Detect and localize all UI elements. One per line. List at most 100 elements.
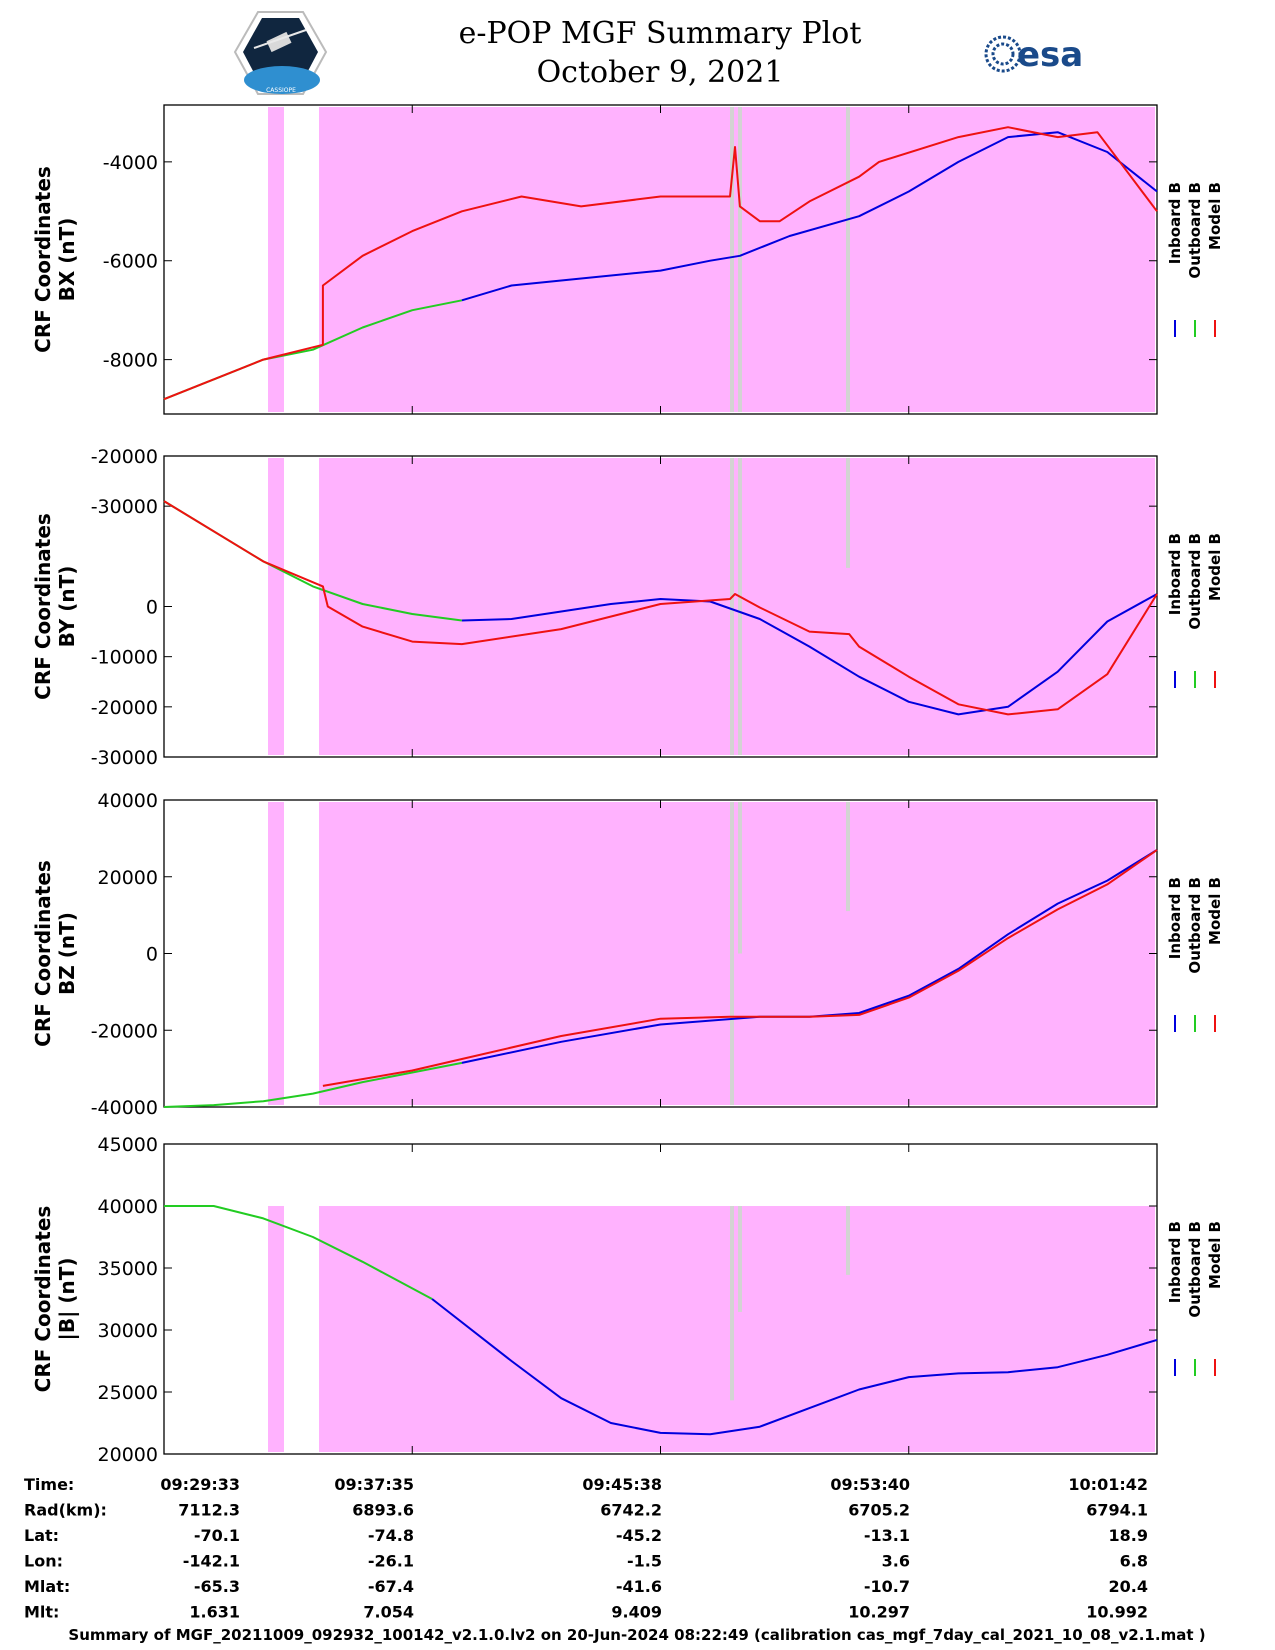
panel-1: -4000 -6000 -8000 CRF Coordinates BX (nT) Inb… — [31, 104, 1224, 415]
series-inboard-b — [461, 593, 1158, 716]
data-gap — [730, 1206, 734, 1401]
y-tick-label: -6000 — [103, 251, 158, 273]
legend-label: Outboard B — [1186, 182, 1204, 279]
data-gap — [738, 458, 742, 755]
table-cell: 7.054 — [363, 1603, 414, 1622]
table-cell: -10.7 — [864, 1577, 910, 1596]
y-axis-label: BZ (nT) — [55, 912, 79, 995]
shade-region — [268, 802, 284, 1105]
y-axis-label: BX (nT) — [55, 218, 79, 302]
data-gap — [846, 802, 850, 912]
panel-2: -20000 -30000 0 -10000 -20000 -30000 CRF Coord… — [31, 446, 1224, 769]
cassiope-logo-text: CASSIOPE — [266, 87, 296, 94]
data-gap — [730, 107, 734, 412]
y-tick-label: 35000 — [98, 1258, 158, 1280]
y-axis-label: |B| (nT) — [55, 1258, 79, 1341]
info-table: Time: 09:29:33 09:37:35 09:45:38 09:53:40 10:… — [24, 1475, 1148, 1622]
series-inboard-b — [461, 131, 1158, 302]
y-tick-label: 40000 — [98, 790, 158, 812]
table-cell: 6705.2 — [848, 1501, 910, 1520]
legend-label: Model B — [1206, 1221, 1224, 1289]
legend-label: Outboard B — [1186, 1221, 1204, 1318]
data-gap — [738, 1206, 742, 1312]
table-cell: 09:53:40 — [830, 1475, 910, 1494]
y-tick-label: -8000 — [103, 350, 158, 372]
y-tick-label: -40000 — [91, 1097, 158, 1119]
table-cell: 10.297 — [848, 1603, 910, 1622]
table-row-label: Rad(km): — [24, 1501, 107, 1520]
table-row-label: Mlt: — [24, 1603, 59, 1622]
table-cell: -41.6 — [616, 1577, 662, 1596]
table-cell: -45.2 — [616, 1526, 662, 1545]
table-cell: -65.3 — [194, 1577, 240, 1596]
table-row-label: Lon: — [24, 1552, 63, 1571]
table-cell: 09:45:38 — [582, 1475, 662, 1494]
legend-label: Model B — [1206, 182, 1224, 250]
table-cell: 6794.1 — [1086, 1501, 1148, 1520]
table-cell: 18.9 — [1109, 1526, 1148, 1545]
data-gap — [730, 458, 734, 755]
table-row-label: Time: — [24, 1475, 74, 1494]
data-gap — [846, 107, 850, 412]
table-cell: -70.1 — [194, 1526, 240, 1545]
table-cell: 09:37:35 — [334, 1475, 414, 1494]
series-outboard-b — [164, 1205, 433, 1300]
series-inboard-b — [461, 849, 1158, 1064]
data-gap — [730, 802, 734, 1105]
legend-label: Model B — [1206, 533, 1224, 601]
shade-region — [319, 458, 1155, 755]
legend-label: Outboard B — [1186, 877, 1204, 974]
table-cell: 9.409 — [611, 1603, 662, 1622]
shade-region — [268, 458, 284, 755]
y-tick-label: 40000 — [98, 1196, 158, 1218]
data-gap — [738, 802, 742, 954]
table-cell: -74.8 — [368, 1526, 414, 1545]
table-cell: 1.631 — [189, 1603, 240, 1622]
table-row-label: Lat: — [24, 1526, 59, 1545]
legend-label: Outboard B — [1186, 533, 1204, 630]
shade-region — [319, 802, 1155, 1105]
data-gap — [846, 1206, 850, 1275]
table-cell: 6.8 — [1120, 1552, 1148, 1571]
table-cell: 6742.2 — [600, 1501, 662, 1520]
y-axis-label: CRF Coordinates — [31, 166, 55, 353]
y-tick-label: 0 — [146, 944, 158, 966]
legend-label: Model B — [1206, 877, 1224, 945]
data-gap — [846, 458, 850, 568]
table-cell: -26.1 — [368, 1552, 414, 1571]
shade-region — [319, 107, 1155, 412]
table-cell: 10.992 — [1086, 1603, 1148, 1622]
y-tick-label: 20000 — [98, 867, 158, 889]
y-tick-label: 20000 — [98, 1444, 158, 1466]
panel-4: 45000 40000 35000 30000 25000 20000 CRF Coordi… — [31, 1134, 1224, 1466]
y-tick-label: -4000 — [103, 152, 158, 174]
y-tick-label: -30000 — [91, 747, 158, 769]
shade-region — [268, 1206, 284, 1452]
table-cell: 09:29:33 — [160, 1475, 240, 1494]
cassiope-logo: CASSIOPE — [233, 11, 328, 95]
esa-logo-text: esa — [1017, 35, 1083, 75]
series-model-b — [163, 126, 1158, 401]
y-tick-label: 30000 — [98, 1320, 158, 1342]
table-cell: -67.4 — [368, 1577, 414, 1596]
table-cell: 10:01:42 — [1068, 1475, 1148, 1494]
y-tick-label: 0 — [146, 597, 158, 619]
y-tick-label: 25000 — [98, 1382, 158, 1404]
y-tick-label: -20000 — [91, 446, 158, 468]
series-model-b — [322, 849, 1158, 1087]
esa-logo: esa — [984, 35, 1083, 75]
table-row-label: Mlat: — [24, 1577, 70, 1596]
y-tick-label: -20000 — [91, 697, 158, 719]
y-axis-label: CRF Coordinates — [31, 513, 55, 700]
y-axis-label: BY (nT) — [55, 566, 79, 648]
table-cell: 7112.3 — [178, 1501, 240, 1520]
table-cell: 3.6 — [882, 1552, 910, 1571]
data-gap — [738, 107, 742, 412]
y-axis-label: CRF Coordinates — [31, 860, 55, 1047]
plot-date: October 9, 2021 — [537, 55, 784, 90]
legend-label: Inboard B — [1166, 182, 1184, 264]
y-tick-label: 45000 — [98, 1134, 158, 1156]
shade-region — [319, 1206, 1155, 1452]
